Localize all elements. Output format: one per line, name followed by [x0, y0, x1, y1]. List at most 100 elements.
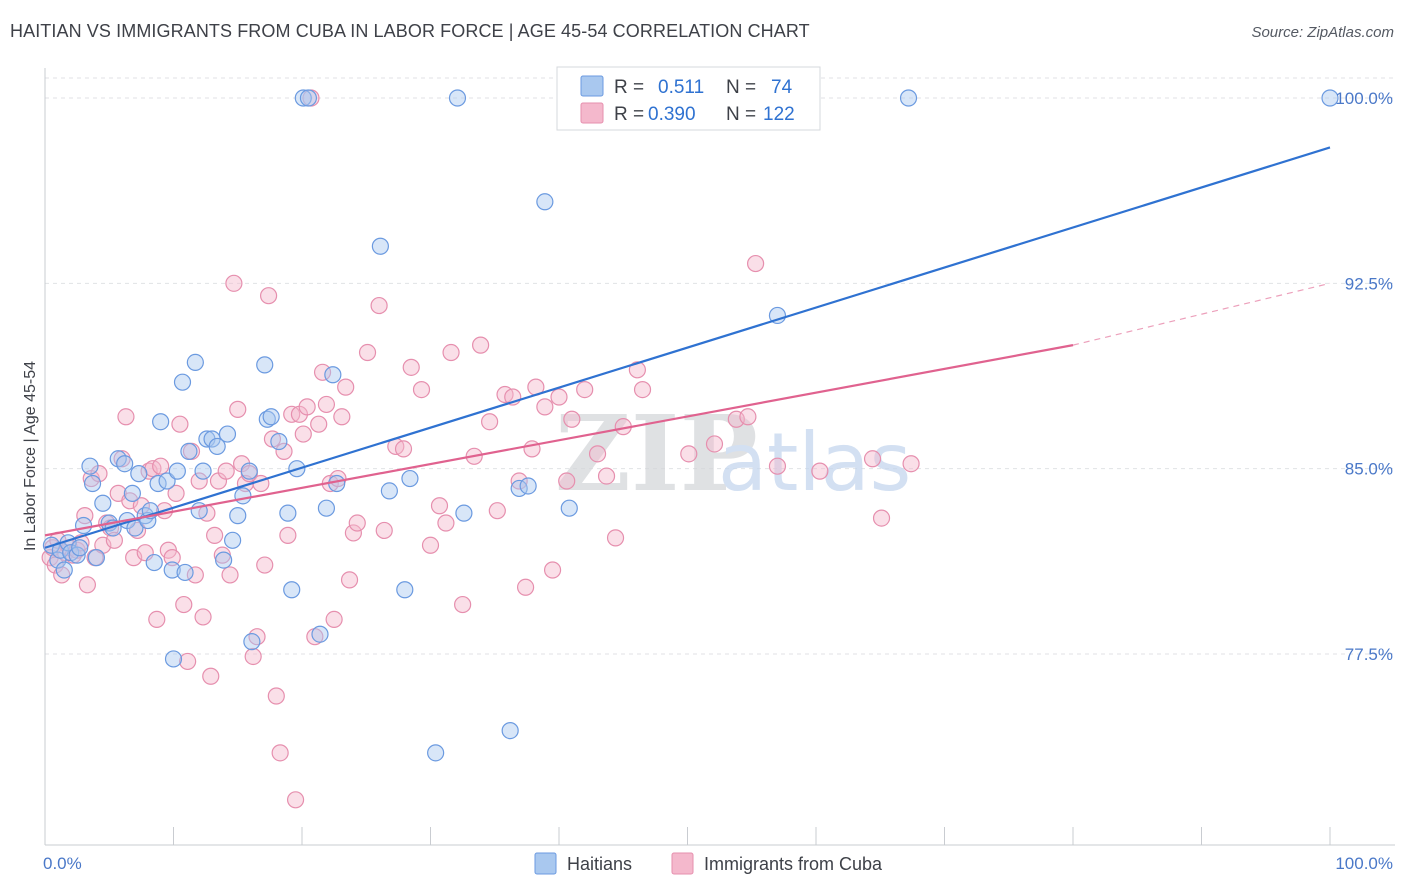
cuba-point — [705, 435, 724, 453]
grid-lines — [45, 77, 1395, 655]
haitians-point — [396, 581, 414, 599]
bottom-legend-swatch-haitians — [534, 852, 557, 875]
cuba-point — [536, 398, 554, 416]
cuba-point — [628, 361, 646, 379]
bottom-legend-swatch-cuba — [671, 852, 694, 875]
x-tick-labels: 0.0% 100.0% — [43, 854, 1393, 873]
cuba-point — [516, 578, 535, 596]
haitians-point — [87, 549, 106, 567]
cuba-point — [105, 531, 123, 549]
haitians-point — [294, 89, 312, 107]
cuba-point — [310, 415, 328, 433]
cuba-point — [421, 536, 440, 554]
cuba-point — [175, 595, 193, 614]
haitians-point — [283, 581, 301, 599]
bottom-legend-label: Haitians — [567, 854, 632, 874]
cuba-point — [317, 395, 336, 414]
cuba-point — [171, 415, 189, 433]
haitians-point — [256, 356, 274, 374]
cuba-point — [430, 497, 449, 515]
y-tick-label: 100.0% — [1335, 89, 1393, 108]
legend-n-value: 74 — [771, 77, 793, 98]
haitians-point — [324, 366, 342, 384]
haitians-point — [560, 499, 578, 517]
cuba-point — [588, 445, 607, 463]
haitians-point — [94, 494, 112, 512]
cuba-point — [472, 336, 490, 354]
cuba-point — [597, 467, 616, 485]
cuba-point — [558, 472, 576, 490]
cuba-point — [117, 408, 135, 426]
cuba-point — [543, 561, 562, 579]
haitians-point — [448, 89, 467, 107]
cuba-point — [340, 571, 359, 589]
axes — [44, 68, 1395, 846]
haitians-point — [427, 744, 445, 762]
cuba-point — [248, 628, 266, 646]
watermark-zip: ZIP — [555, 392, 758, 515]
haitians-point — [81, 457, 99, 475]
haitians-point — [180, 442, 198, 460]
y-axis-label: In Labor Force | Age 45-54 — [22, 361, 39, 551]
cuba-point — [902, 455, 920, 473]
cuba-point — [872, 509, 891, 527]
cuba-trend-line — [44, 344, 1074, 537]
haitians-point — [215, 551, 233, 569]
legend-r-value: 0.390 — [648, 104, 696, 125]
cuba-point — [442, 343, 460, 362]
haitians-point — [145, 553, 163, 572]
haitians-trend-line — [44, 146, 1331, 549]
haitians-point — [234, 487, 252, 505]
cuba-point — [294, 425, 312, 443]
haitians-point — [123, 484, 141, 502]
cuba-point — [412, 380, 431, 399]
cuba-point — [370, 296, 388, 315]
cuba-point — [267, 687, 285, 705]
haitians-point — [152, 413, 170, 431]
haitians-point — [49, 551, 67, 569]
haitians-point — [158, 472, 176, 490]
cuba-trend-extension — [1072, 282, 1331, 346]
haitians-point — [164, 650, 183, 668]
cuba-point — [394, 440, 413, 458]
cuba-point — [286, 791, 305, 809]
legend-swatch-haitians — [580, 75, 604, 97]
haitians-point — [1321, 89, 1339, 107]
cuba-point — [194, 608, 212, 626]
legend-n-value: 122 — [763, 104, 795, 125]
haitians-point — [218, 425, 237, 443]
cuba-point — [179, 652, 197, 671]
cuba-point — [863, 450, 882, 468]
cuba-point — [163, 549, 181, 567]
legend-r-value: 0.511 — [658, 77, 704, 98]
cuba-point — [113, 450, 131, 468]
cuba-point — [550, 388, 568, 406]
cuba-point — [747, 254, 765, 273]
cuba-point — [344, 524, 362, 542]
cuba-point — [186, 566, 204, 584]
cuba-point — [132, 497, 150, 515]
cuba-point — [437, 514, 455, 532]
haitians-point — [71, 539, 89, 557]
cuba-point — [279, 526, 297, 544]
legend-r-label: R = — [614, 104, 644, 125]
haitians-point — [173, 373, 192, 391]
cuba-point — [481, 413, 499, 431]
haitians-point — [262, 408, 280, 426]
haitians-point — [501, 722, 519, 740]
haitians-point — [279, 504, 297, 522]
cuba-point — [402, 358, 420, 376]
cuba-point — [325, 610, 343, 629]
haitians-point — [55, 561, 73, 579]
watermark-atlas: atlas — [718, 416, 911, 509]
cuba-point — [217, 462, 235, 480]
y-tick-label: 77.5% — [1345, 645, 1393, 664]
haitians-point — [519, 477, 537, 495]
cuba-point — [128, 521, 147, 540]
haitians-point — [536, 193, 554, 211]
cuba-point — [244, 647, 262, 666]
haitians-point — [83, 474, 102, 493]
haitians-point — [243, 633, 261, 651]
haitians-point — [240, 462, 258, 480]
